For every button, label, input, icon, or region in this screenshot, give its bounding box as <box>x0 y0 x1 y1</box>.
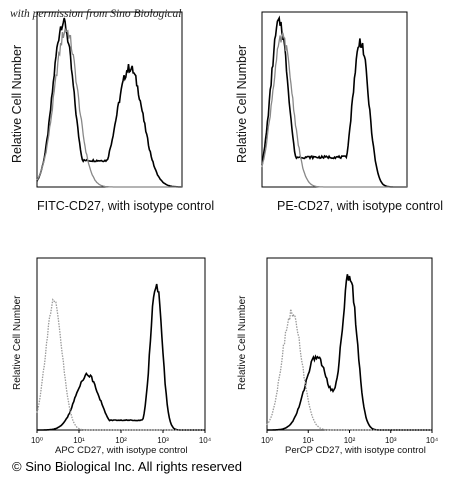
isotype-control-line <box>266 308 432 431</box>
x-tick-label: 10⁰ <box>31 436 43 445</box>
x-tick-label: 10¹ <box>302 436 314 445</box>
x-tick-label: 10² <box>115 436 127 445</box>
x-tick-label: 10⁰ <box>261 436 273 445</box>
histogram-percp: 10⁰ 10¹ 10² 10³ 10⁴ <box>261 257 439 445</box>
histogram-pe <box>261 11 408 188</box>
histogram-apc: 10⁰ 10¹ 10² 10³ 10⁴ <box>31 257 212 445</box>
y-axis-label: Relative Cell Number <box>12 295 23 390</box>
y-axis-label: Relative Cell Number <box>10 44 24 163</box>
histogram-panel-apc: 10⁰ 10¹ 10² 10³ 10⁴ Relative Cell Number APC… <box>0 240 225 456</box>
sample-histogram-line <box>261 15 407 188</box>
watermark: with permission from Sino Biological <box>10 8 182 20</box>
sample-histogram-line <box>37 283 205 431</box>
isotype-control-line <box>36 298 205 431</box>
x-tick-label: 10² <box>344 436 356 445</box>
x-axis-label: FITC-CD27, with isotype control <box>37 199 215 213</box>
x-axis-label: PE-CD27, with isotype control <box>277 199 444 213</box>
isotype-control-line <box>261 32 407 188</box>
x-tick-label: 10³ <box>157 436 169 445</box>
plot-frame <box>261 11 408 188</box>
x-tick-label: 10¹ <box>73 436 85 445</box>
y-axis-label: Relative Cell Number <box>237 295 248 390</box>
sample-histogram-line <box>36 17 183 188</box>
histogram-panel-pe: Relative Cell Number PE-CD27, with isoty… <box>225 0 450 230</box>
x-tick-label: 10⁴ <box>199 436 212 445</box>
isotype-control-line <box>36 27 182 188</box>
copyright-notice: © Sino Biological Inc. All rights reserv… <box>12 459 242 474</box>
x-tick-label: 10³ <box>385 436 397 445</box>
plot-frame <box>36 257 206 431</box>
histogram-panel-fitc: Relative Cell Number FITC-CD27, with iso… <box>0 0 225 230</box>
x-tick-label: 10⁴ <box>426 436 439 445</box>
x-axis-label: APC CD27, with isotype control <box>55 445 188 456</box>
x-axis-label: PerCP CD27, with isotype control <box>285 445 426 456</box>
y-axis-label: Relative Cell Number <box>235 44 249 163</box>
plot-frame <box>266 257 433 431</box>
sample-histogram-line <box>267 274 432 431</box>
histogram-fitc <box>36 11 183 188</box>
histogram-panel-percp: 10⁰ 10¹ 10² 10³ 10⁴ Relative Cell Number Per… <box>225 240 450 456</box>
